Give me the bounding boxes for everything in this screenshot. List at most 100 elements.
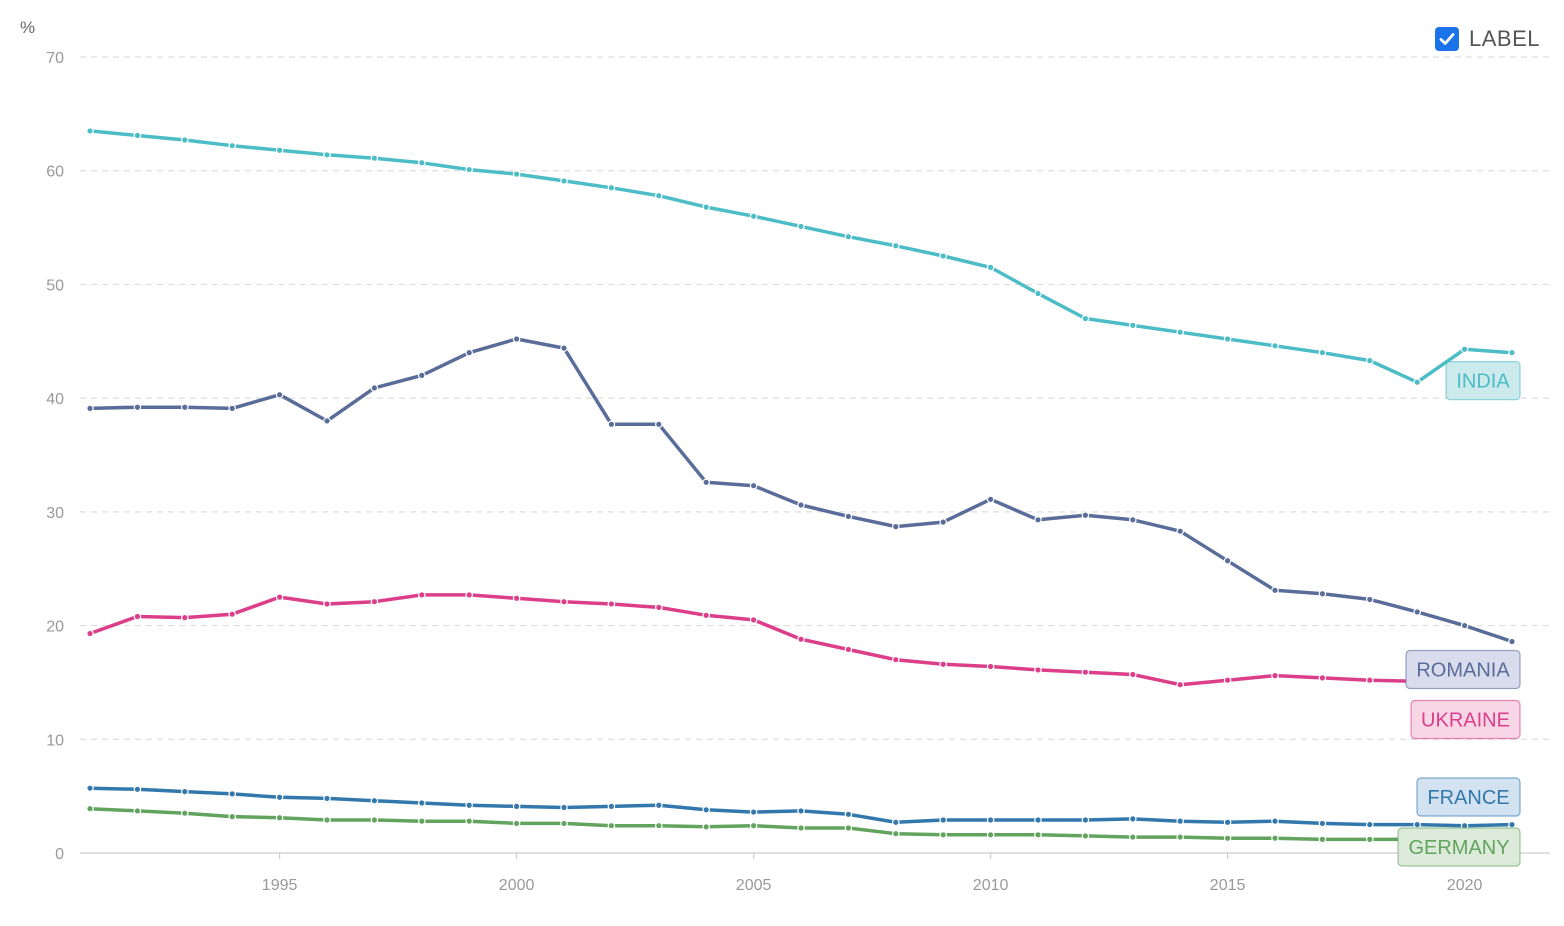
data-point[interactable] [465,348,474,357]
data-point[interactable] [939,660,948,669]
data-point[interactable] [702,611,711,620]
data-point[interactable] [844,810,853,819]
data-point[interactable] [749,808,758,816]
data-point[interactable] [1176,527,1185,535]
data-point[interactable] [181,136,189,144]
data-point[interactable] [1413,608,1422,616]
data-point[interactable] [1081,314,1090,323]
data-point[interactable] [1318,835,1327,844]
data-point[interactable] [844,232,853,241]
data-point[interactable] [560,177,568,185]
data-point[interactable] [939,252,948,260]
data-point[interactable] [607,183,616,192]
data-point[interactable] [275,593,284,601]
data-point[interactable] [417,158,426,167]
data-point[interactable] [797,501,805,509]
data-point[interactable] [228,141,237,150]
data-point[interactable] [1460,345,1469,354]
data-point[interactable] [986,831,995,839]
data-point[interactable] [797,635,805,644]
data-point[interactable] [228,404,237,413]
data-point[interactable] [1176,833,1185,841]
data-point[interactable] [275,390,284,399]
data-point[interactable] [560,819,568,828]
data-point[interactable] [607,600,616,608]
data-point[interactable] [891,829,900,838]
data-point[interactable] [986,662,995,671]
data-point[interactable] [749,212,758,221]
data-point[interactable] [228,812,237,821]
data-point[interactable] [417,817,426,825]
data-point[interactable] [1129,670,1137,679]
data-point[interactable] [1034,666,1042,674]
data-point[interactable] [1223,818,1232,827]
data-point[interactable] [1034,516,1042,524]
data-point[interactable] [512,170,521,178]
data-point[interactable] [654,603,663,612]
data-point[interactable] [702,203,711,211]
data-point[interactable] [986,816,995,824]
data-point[interactable] [797,824,805,832]
data-point[interactable] [560,344,568,352]
data-point[interactable] [1223,335,1232,343]
data-point[interactable] [1081,832,1090,840]
data-point[interactable] [1223,556,1232,565]
label-toggle[interactable]: LABEL [1435,26,1540,52]
data-point[interactable] [370,796,379,805]
data-point[interactable] [654,191,663,200]
data-point[interactable] [1271,671,1279,680]
data-point[interactable] [465,801,474,810]
data-point[interactable] [1034,831,1042,839]
data-point[interactable] [1366,676,1374,684]
data-point[interactable] [1318,819,1327,828]
data-point[interactable] [844,645,853,654]
data-point[interactable] [1508,820,1516,829]
data-point[interactable] [654,821,663,830]
data-point[interactable] [370,597,379,606]
data-point[interactable] [1129,321,1137,330]
data-point[interactable] [797,807,805,815]
data-point[interactable] [1034,289,1042,298]
data-point[interactable] [1271,342,1279,350]
data-point[interactable] [749,481,758,490]
data-point[interactable] [986,495,995,504]
data-point[interactable] [939,518,948,526]
data-point[interactable] [417,799,426,807]
data-point[interactable] [133,807,142,815]
data-point[interactable] [607,802,616,811]
data-point[interactable] [133,131,142,140]
data-point[interactable] [1460,621,1469,630]
data-point[interactable] [1176,680,1185,689]
data-point[interactable] [1366,595,1374,604]
data-point[interactable] [370,384,379,392]
data-point[interactable] [1223,676,1232,684]
data-point[interactable] [86,629,94,638]
data-point[interactable] [891,241,900,250]
data-point[interactable] [181,403,189,412]
data-point[interactable] [560,597,568,606]
data-point[interactable] [133,403,142,412]
data-point[interactable] [1176,817,1185,825]
data-point[interactable] [891,655,900,664]
data-point[interactable] [417,371,426,380]
data-point[interactable] [654,420,663,429]
data-point[interactable] [512,594,521,603]
data-point[interactable] [512,802,521,811]
data-point[interactable] [1318,589,1327,598]
data-point[interactable] [1129,815,1137,823]
label-checkbox[interactable] [1435,27,1459,51]
data-point[interactable] [1081,511,1090,520]
data-point[interactable] [1413,820,1422,829]
data-point[interactable] [1176,328,1185,336]
data-point[interactable] [323,794,331,803]
data-point[interactable] [1129,516,1137,524]
series-line-romania[interactable] [88,337,1514,644]
data-point[interactable] [1413,378,1422,387]
data-point[interactable] [1508,348,1516,357]
data-point[interactable] [86,127,94,135]
data-point[interactable] [465,165,474,174]
data-point[interactable] [844,512,853,521]
data-point[interactable] [370,816,379,824]
data-point[interactable] [1318,674,1327,682]
data-point[interactable] [181,787,189,796]
